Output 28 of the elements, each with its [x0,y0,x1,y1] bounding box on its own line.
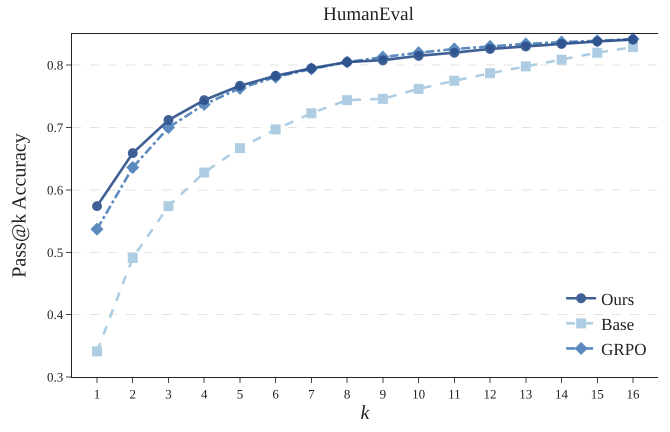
x-tick-label: 7 [308,386,316,402]
x-tick-label: 12 [484,386,497,402]
legend-label: Base [601,314,634,334]
x-tick-label: 5 [236,386,244,402]
y-tick-label: 0.6 [47,182,64,198]
y-tick-label: 0.5 [47,244,64,260]
x-tick-label: 13 [519,386,532,402]
x-tick-label: 2 [129,386,136,402]
y-axis-title: Pass@k Accuracy [8,133,31,278]
y-tick-label: 0.7 [47,120,64,136]
x-tick-label: 4 [200,386,208,402]
y-tick-label: 0.8 [47,58,64,73]
x-tick-label: 3 [165,386,172,402]
x-tick-label: 10 [412,386,426,402]
x-tick-label: 8 [344,386,350,402]
y-tick-label: 0.3 [47,370,64,385]
x-tick-label: 6 [272,386,280,402]
x-tick-label: 9 [380,386,386,402]
x-axis-title: k [360,402,371,424]
chart-title: HumanEval [323,4,414,25]
x-tick-label: 16 [626,386,640,402]
x-tick-label: 11 [448,386,461,402]
x-tick-label: 1 [94,386,100,402]
y-tick-label: 0.4 [47,307,64,322]
x-tick-label: 15 [590,386,604,402]
legend-label: GRPO [601,340,646,360]
legend-label: Ours [601,290,634,309]
x-tick-label: 14 [555,386,569,402]
